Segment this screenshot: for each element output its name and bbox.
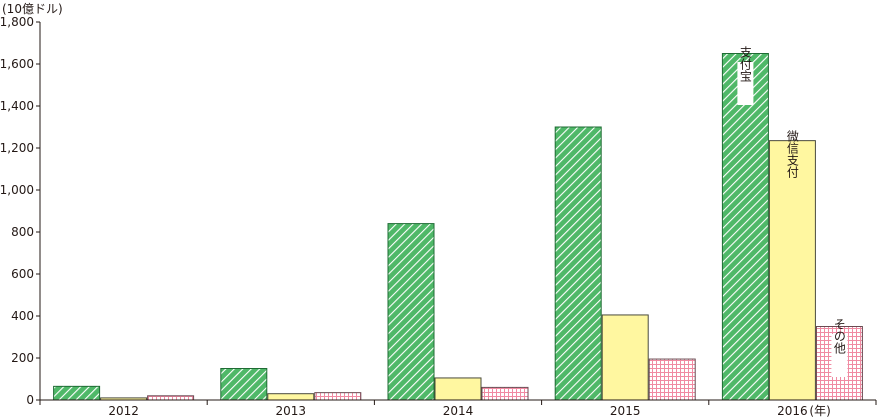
y-axis-unit-label: (10億ドル) (2, 2, 63, 16)
bar-2015-series-1 (554, 126, 602, 401)
bars (53, 53, 863, 401)
bar-2014-series-2 (434, 377, 482, 401)
x-axis-year-suffix: (年) (809, 404, 830, 417)
y-tick-label: 1,400 (0, 99, 34, 113)
x-tick-label: 2012 (108, 404, 139, 417)
x-axis: 2012 2013 2014 2015 2016 (年) (39, 399, 877, 417)
y-tick-label: 1,800 (0, 15, 34, 29)
bar-2013-series-2 (267, 393, 315, 401)
series-label-2: 微信支付 (785, 130, 799, 179)
bar-2013-series-3 (314, 392, 362, 401)
y-tick-label: 1,000 (0, 183, 34, 197)
y-tick-label: 1,600 (0, 57, 34, 71)
bar-2015-series-2 (601, 314, 649, 401)
bar-2014-series-3 (481, 386, 529, 401)
bar-2014-series-1 (387, 223, 435, 401)
bar-2012-series-1 (53, 385, 101, 401)
x-tick-label: 2014 (443, 404, 474, 417)
y-tick-label: 800 (11, 225, 34, 239)
x-tick-label: 2013 (276, 404, 307, 417)
series-label-bg (831, 334, 848, 377)
x-tick-label: 2015 (610, 404, 641, 417)
y-axis: 0 200 400 600 800 1,000 1,200 1,400 1,600 1,800 (0, 15, 41, 407)
y-tick-label: 1,200 (0, 141, 34, 155)
bar-2016-series-1 (721, 53, 769, 401)
series-label-bg (737, 62, 754, 105)
y-tick-label: 600 (11, 267, 34, 281)
bar-2012-series-3 (147, 395, 195, 401)
y-tick-label: 200 (11, 351, 34, 365)
bar-2013-series-1 (220, 368, 268, 401)
bar-2015-series-3 (648, 358, 696, 401)
x-tick-label: 2016 (777, 404, 808, 417)
y-tick-label: 0 (26, 393, 34, 407)
bar-2016-series-2 (768, 140, 816, 401)
y-tick-label: 400 (11, 309, 34, 323)
series-label-3: その他 (832, 318, 846, 354)
series-label-1: 支付宝 (738, 46, 752, 82)
